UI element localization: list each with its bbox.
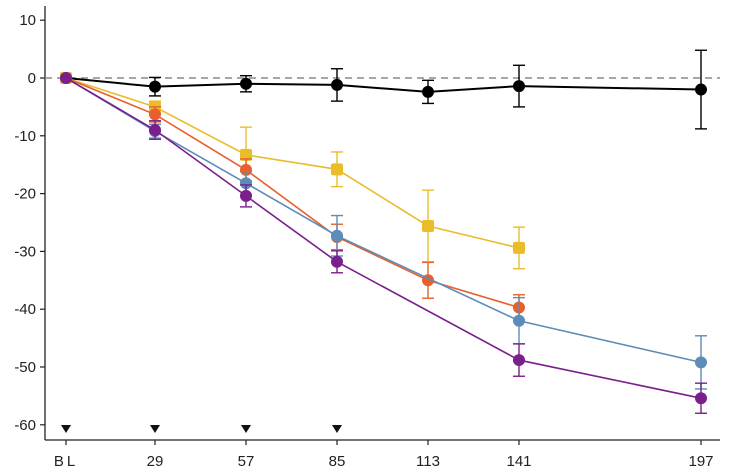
y-tick-label: 0 (28, 70, 36, 87)
data-point (60, 72, 72, 84)
series-2 (60, 72, 525, 270)
data-point (331, 229, 343, 242)
x-tick-label: 29 (147, 453, 164, 470)
series-3 (60, 72, 525, 321)
x-tick-label: 197 (688, 453, 713, 470)
data-point (695, 392, 707, 405)
series-line (65, 77, 702, 93)
dosing-markers (61, 425, 342, 433)
data-point (331, 255, 343, 268)
axes (44, 6, 720, 441)
dosing-marker-triangle (332, 425, 342, 433)
x-tick-label: 85 (329, 453, 346, 470)
data-point (240, 77, 252, 90)
data-point (240, 148, 252, 161)
y-tick-label: -40 (14, 301, 36, 318)
tick-marks: 10 0 -10 -20 -30 -40 -50 -60 BL 29 57 85 113 141 197 (14, 12, 713, 470)
data-point (422, 219, 434, 232)
y-tick-label: -20 (14, 186, 36, 203)
y-tick-label: -60 (14, 417, 36, 434)
data-point (331, 78, 343, 91)
x-tick-label: 57 (238, 453, 255, 470)
y-tick-label: -50 (14, 359, 36, 376)
data-point (149, 80, 161, 93)
y-tick-label: 10 (19, 12, 36, 29)
data-point (695, 83, 707, 96)
series-layer (60, 49, 707, 414)
data-point (149, 108, 161, 121)
series-line (65, 77, 520, 309)
data-point (240, 163, 252, 176)
series-line (65, 77, 702, 364)
dosing-marker-triangle (150, 425, 160, 433)
data-point (513, 80, 525, 93)
data-point (240, 177, 252, 190)
series-5 (60, 72, 707, 414)
y-tick-label: -10 (14, 128, 36, 145)
x-tick-label: BL (54, 453, 78, 470)
data-point (513, 241, 525, 254)
data-point (149, 124, 161, 137)
data-point (422, 85, 434, 98)
x-tick-label: 141 (506, 453, 531, 470)
data-point (513, 314, 525, 327)
data-point (240, 189, 252, 202)
dosing-marker-triangle (61, 425, 71, 433)
y-tick-label: -30 (14, 243, 36, 260)
series-line (65, 77, 702, 399)
data-point (513, 354, 525, 367)
x-tick-label: 113 (416, 453, 440, 470)
series-line (65, 77, 520, 249)
data-point (331, 163, 343, 176)
data-point (695, 356, 707, 369)
dosing-marker-triangle (241, 425, 251, 433)
